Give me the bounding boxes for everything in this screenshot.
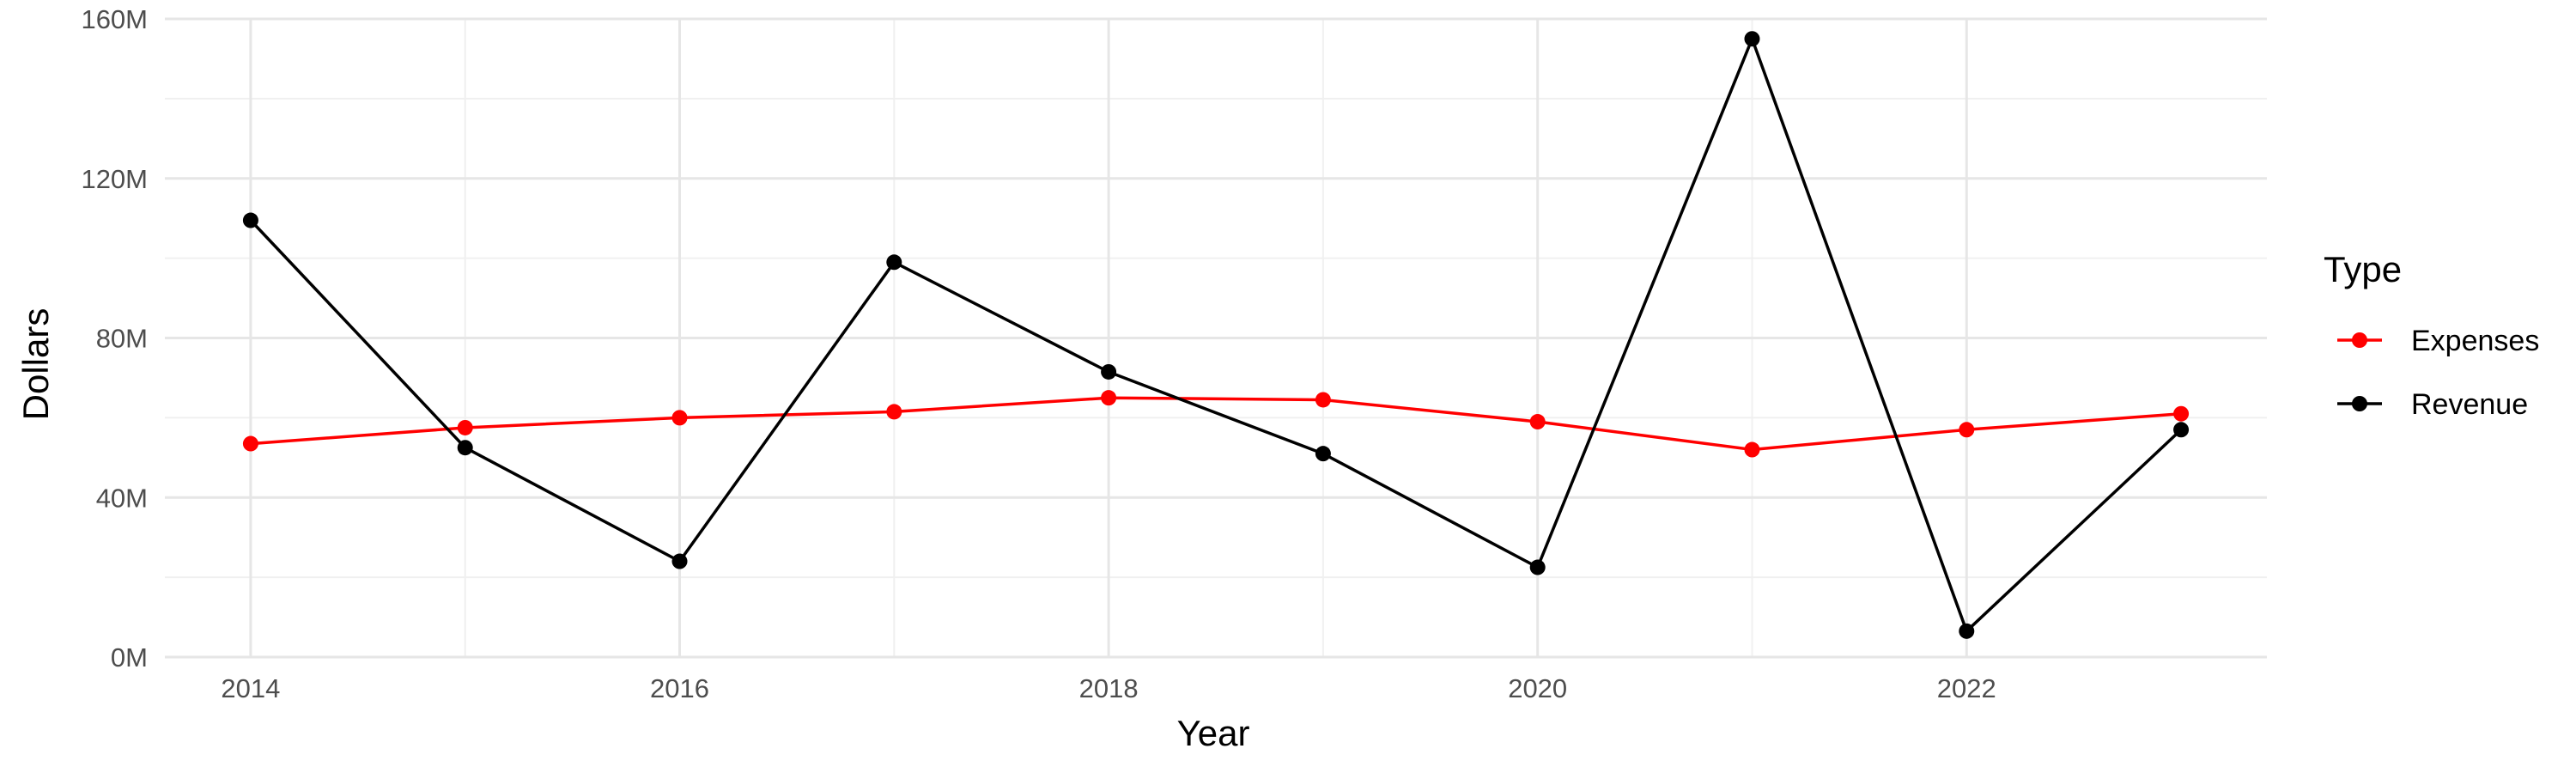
series-points — [242, 31, 2190, 639]
series-lines — [249, 37, 2183, 633]
expenses-point — [1744, 441, 1760, 458]
legend-item-revenue: Revenue — [2337, 388, 2528, 421]
legend-label: Expenses — [2411, 325, 2539, 357]
revenue-point — [671, 553, 688, 569]
expenses-point — [1529, 414, 1546, 430]
expenses-point — [886, 404, 902, 420]
legend-label: Revenue — [2411, 388, 2528, 421]
revenue-point — [1744, 31, 1760, 47]
expenses-point — [671, 410, 688, 426]
y-tick-label: 40M — [96, 483, 148, 513]
legend: Type Expenses Revenue — [2324, 249, 2539, 421]
revenue-point — [242, 212, 258, 228]
tick-labels: 0M 40M 80M 120M 160M 2014 2016 2018 2020 2022 — [81, 4, 1996, 703]
legend-title: Type — [2324, 249, 2402, 289]
expenses-point — [1101, 390, 1117, 406]
expenses-point — [2173, 405, 2190, 422]
revenue-point — [1101, 363, 1117, 380]
x-tick-label: 2018 — [1079, 673, 1139, 703]
revenue-point — [1529, 559, 1546, 575]
revenue-point — [1959, 623, 1975, 639]
expenses-line — [250, 396, 2182, 452]
expenses-point — [457, 419, 473, 435]
grid — [165, 17, 2267, 659]
revenue-point — [2173, 422, 2190, 438]
x-tick-label: 2022 — [1937, 673, 1996, 703]
expenses-point — [1959, 422, 1975, 438]
revenue-line — [249, 37, 2183, 633]
y-axis-title: Dollars — [15, 308, 56, 421]
revenue-point — [457, 440, 473, 456]
expenses-point — [1315, 392, 1331, 408]
y-tick-label: 80M — [96, 324, 148, 354]
y-tick-label: 120M — [81, 164, 148, 194]
y-tick-label: 160M — [81, 4, 148, 34]
legend-key-point — [2352, 396, 2367, 411]
legend-item-expenses: Expenses — [2337, 325, 2539, 357]
revenue-point — [1315, 446, 1331, 462]
legend-items: Expenses Revenue — [2337, 325, 2539, 421]
legend-key-point — [2352, 332, 2367, 348]
x-tick-label: 2020 — [1508, 673, 1567, 703]
x-axis-title: Year — [1177, 713, 1250, 753]
expenses-point — [242, 435, 258, 452]
y-tick-label: 0M — [111, 642, 148, 673]
x-tick-label: 2016 — [650, 673, 709, 703]
revenue-point — [886, 254, 902, 271]
x-tick-label: 2014 — [221, 673, 280, 703]
